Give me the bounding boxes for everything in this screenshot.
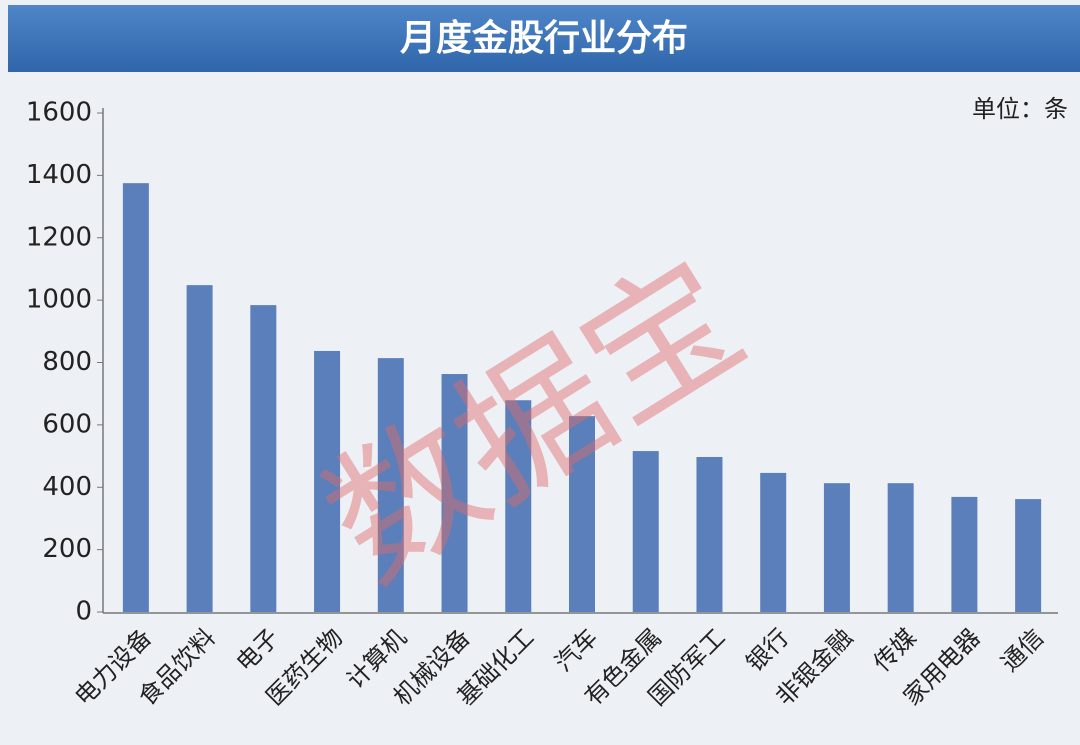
chart-title: 月度金股行业分布 bbox=[400, 17, 688, 59]
bar bbox=[122, 183, 149, 612]
bar bbox=[505, 400, 532, 612]
title-bar bbox=[8, 5, 1080, 72]
y-tick-label: 1400 bbox=[26, 160, 92, 190]
y-tick-label: 600 bbox=[42, 409, 92, 439]
bar bbox=[951, 496, 978, 612]
bar bbox=[760, 472, 787, 612]
bar bbox=[441, 374, 468, 612]
y-tick-label: 200 bbox=[42, 534, 92, 564]
bar bbox=[823, 483, 850, 612]
bar bbox=[632, 451, 659, 612]
bar bbox=[696, 456, 723, 612]
bar bbox=[186, 285, 213, 612]
bar bbox=[250, 305, 277, 612]
bar bbox=[377, 358, 404, 612]
y-tick-label: 400 bbox=[42, 472, 92, 502]
bar bbox=[314, 350, 341, 612]
y-tick-label: 0 bbox=[75, 597, 92, 627]
bar bbox=[569, 416, 595, 612]
y-tick-label: 800 bbox=[42, 347, 92, 377]
y-tick-label: 1000 bbox=[26, 285, 92, 315]
y-tick-label: 1200 bbox=[26, 222, 92, 252]
unit-label: 单位：条 bbox=[972, 95, 1068, 123]
bar bbox=[887, 483, 914, 612]
y-tick-label: 1600 bbox=[26, 98, 92, 128]
bar bbox=[1015, 499, 1042, 612]
